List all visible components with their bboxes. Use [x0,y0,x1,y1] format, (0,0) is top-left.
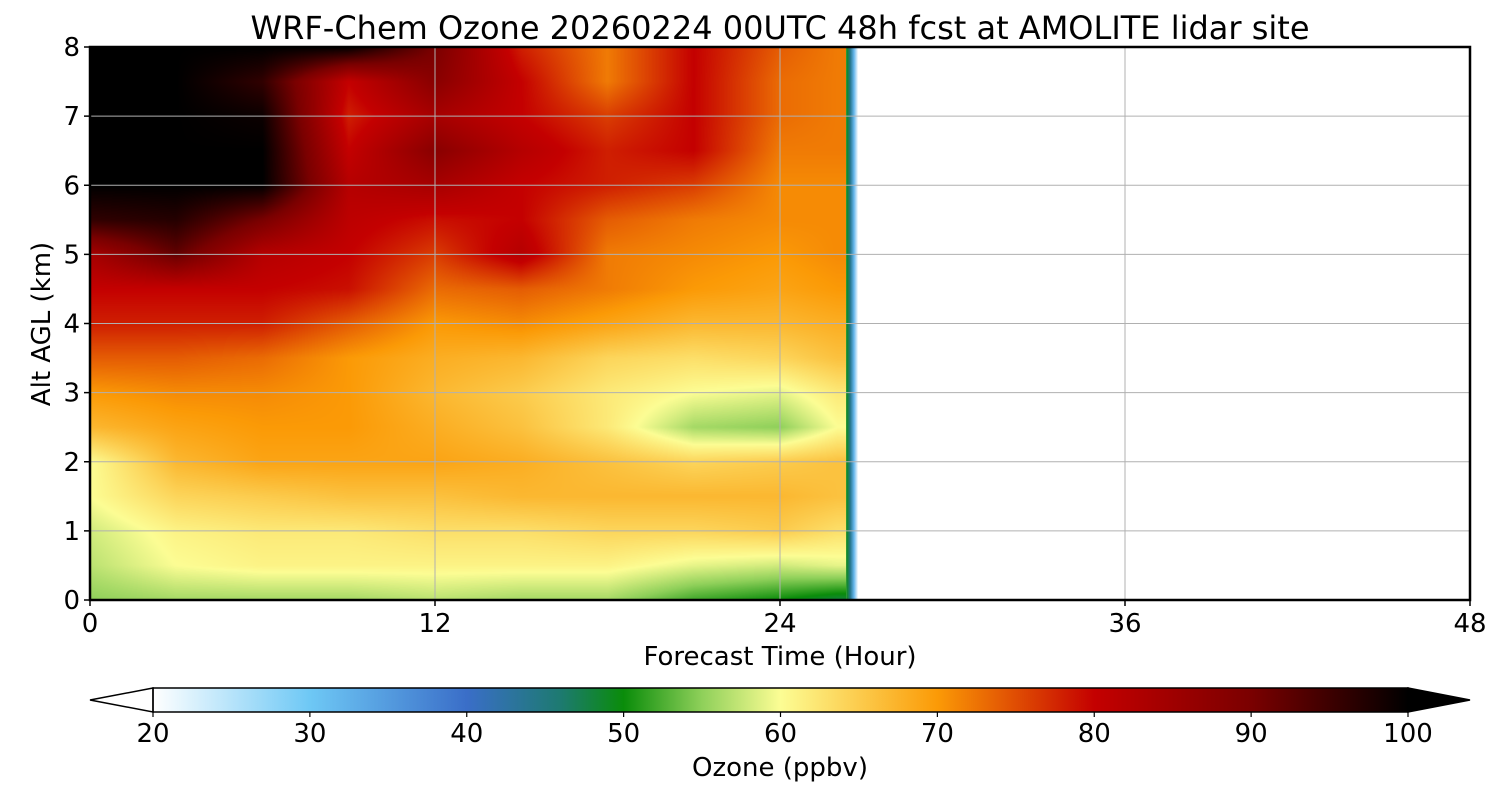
x-tick-label: 0 [82,609,99,639]
colorbar-tick-label: 80 [1078,719,1111,749]
x-tick-label: 36 [1108,609,1141,639]
colorbar-tick-label: 90 [1235,719,1268,749]
colorbar-high-extend-arrow [1407,687,1471,713]
colorbar: 20 30 40 50 60 70 80 90 100 [89,687,1471,749]
y-tick-label: 7 [63,102,80,132]
y-tick-label: 0 [63,586,80,616]
y-tick-label: 1 [63,517,80,547]
chart-title: WRF-Chem Ozone 20260224 00UTC 48h fcst a… [250,9,1309,47]
colorbar-tick-label: 20 [136,719,169,749]
y-tick-label: 6 [63,171,80,201]
colorbar-tick-label: 50 [607,719,640,749]
x-tick-label: 24 [763,609,796,639]
x-tick-label: 12 [418,609,451,639]
colorbar-tick-label: 30 [293,719,326,749]
colorbar-tick-label: 70 [921,719,954,749]
colorbar-tick-label: 60 [764,719,797,749]
y-tick-label: 5 [63,240,80,270]
colorbar-gradient [153,688,1408,712]
colorbar-tick-label: 40 [450,719,483,749]
y-tick-label: 3 [63,379,80,409]
y-tick-label: 4 [63,310,80,340]
colorbar-low-extend-arrow [89,687,154,713]
y-tick-label: 8 [63,33,80,63]
colorbar-tick-label: 100 [1383,719,1433,749]
x-axis-label: Forecast Time (Hour) [643,642,916,672]
colorbar-label: Ozone (ppbv) [692,753,868,783]
y-tick-label: 2 [63,448,80,478]
y-axis-label: Alt AGL (km) [27,242,57,406]
x-tick-label: 48 [1453,609,1486,639]
